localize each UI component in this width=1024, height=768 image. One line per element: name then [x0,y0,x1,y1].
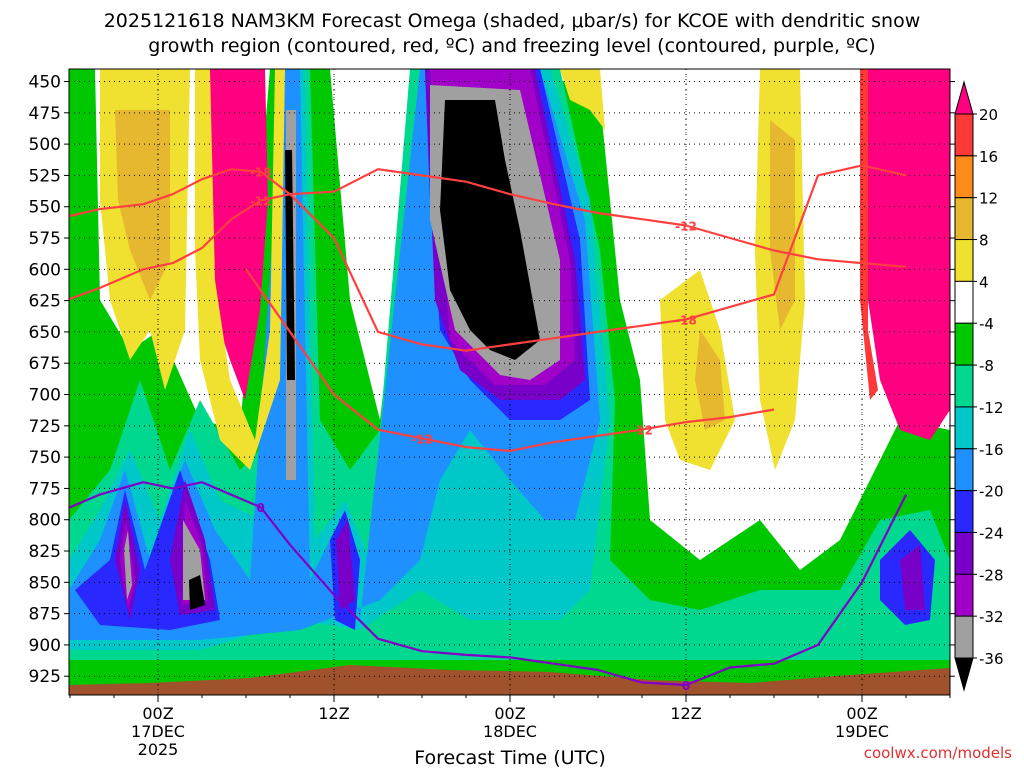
x-tick-label: 12Z [318,704,349,723]
omega-band-yellow-mid [195,69,285,470]
y-tick-label: 500 [29,135,61,155]
colorbar-tick-label: -4 [979,315,994,333]
y-tick-label: 625 [29,292,61,312]
y-tick-label: 575 [29,229,61,249]
x-tick-label: 2025 [138,740,179,759]
chart-title-line-2: growth region (contoured, red, ºC) and f… [148,35,875,57]
y-tick-label: 475 [29,104,61,124]
omega-band-pink-right [865,69,950,440]
colorbar-tick-label: -20 [979,483,1004,501]
y-tick-label: 450 [29,73,61,93]
contour-label: 0 [682,679,690,693]
y-tick-label: 850 [29,573,61,593]
y-tick-label: 675 [29,354,61,374]
y-tick-label: 925 [29,667,61,687]
y-axis: 450 475 500 525 550 575 600 625 650 675 700 725 750 7… [29,73,955,687]
colorbar-tick-label: -16 [979,441,1004,459]
contour-line [69,168,907,301]
y-tick-label: 725 [29,417,61,437]
y-tick-label: 800 [29,511,61,531]
grid [69,69,950,695]
contour-label: -12 [411,432,433,446]
contour-label: -12 [631,424,653,438]
x-tick-label: 00Z [846,704,877,723]
colorbar-swatch [954,531,974,575]
colorbar-swatch [954,280,974,324]
contour-label: -18 [250,166,272,180]
omega-band-red-right [860,69,878,400]
x-tick-label: 17DEC [131,722,185,741]
contour-label: -12 [675,220,697,234]
colorbar-tick-label: 16 [979,148,998,166]
colorbar-tick-label: -28 [979,566,1004,584]
colorbar-swatch [954,615,974,659]
y-tick-label: 825 [29,542,61,562]
colorbar-swatch [954,197,974,241]
x-tick-label: 00Z [494,704,525,723]
plot-area: -12 -12 -18 -18 -12 -12 0 0 [69,69,950,695]
credit-text: coolwx.com/models [864,744,1012,762]
y-tick-label: 525 [29,166,61,186]
colorbar-cap-top [954,80,974,115]
colorbar-tick-label: 8 [979,232,989,250]
colorbar-tick-label: -24 [979,524,1004,542]
x-axis-label: Forecast Time (UTC) [414,747,605,768]
x-tick-label: 12Z [670,704,701,723]
contour-label: -12 [250,194,272,208]
contour-line [69,164,907,352]
colorbar-swatch [954,113,974,157]
colorbar-cap-bottom [954,657,974,692]
y-tick-label: 750 [29,448,61,468]
contours: -12 -12 -18 -18 -12 -12 0 0 [69,164,907,693]
omega-band-orange-right [695,120,795,430]
colorbar-tick-label: -8 [979,357,994,375]
colorbar-tick-label: 4 [979,273,989,291]
x-tick-label: 18DEC [483,722,537,741]
colorbar-tick-label: -32 [979,608,1004,626]
y-tick-label: 700 [29,386,61,406]
colorbar-swatch [954,448,974,492]
omega-band-black [189,100,540,610]
colorbar-swatch [954,573,974,617]
colorbar-swatch [954,490,974,533]
colorbar-swatch [954,239,974,282]
x-tick-label: 19DEC [835,722,889,741]
colorbar-swatch [954,406,974,450]
colorbar-tick-label: -36 [979,650,1004,668]
y-tick-label: 775 [29,479,61,499]
colorbar-tick-label: 20 [979,106,998,124]
colorbar-swatch [954,322,974,366]
omega-band-yellow-right [560,69,805,470]
contour-label: -18 [675,313,697,327]
omega-band-pink-left [205,69,268,400]
y-tick-label: 550 [29,198,61,218]
colorbar-swatch [954,155,974,199]
colorbar-tick-label: 12 [979,190,998,208]
colorbar-swatch [954,364,974,408]
y-tick-label: 650 [29,323,61,343]
colorbar-tick-label: -12 [979,399,1004,417]
colorbar: 20 16 12 8 4 -4 -8 -12 -16 -20 -24 -28 -32 -36 [954,80,1004,692]
contour-line [245,268,775,452]
y-tick-label: 875 [29,605,61,625]
contour-line [69,481,907,687]
chart-title-line-1: 2025121618 NAM3KM Forecast Omega (shaded… [104,10,921,32]
y-tick-label: 600 [29,260,61,280]
x-tick-label: 00Z [142,704,173,723]
y-tick-label: 900 [29,636,61,656]
contour-label: 0 [256,501,264,515]
